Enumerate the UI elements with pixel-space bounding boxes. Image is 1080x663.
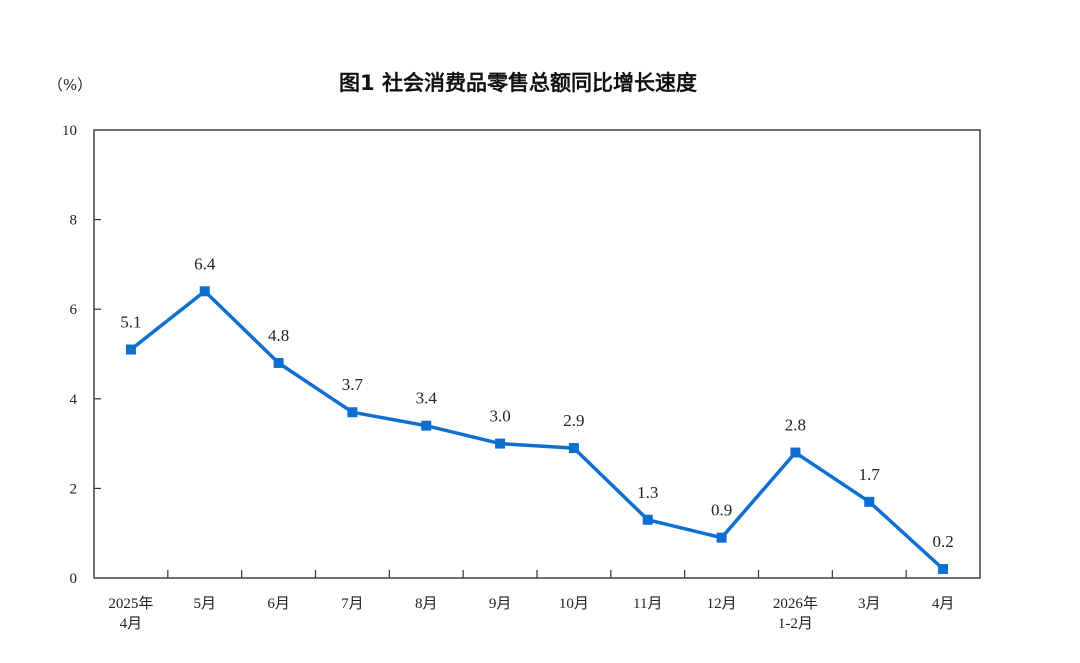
data-label: 3.0 (489, 407, 510, 426)
x-tick-label: 11月 (633, 596, 662, 612)
data-label: 0.9 (711, 501, 732, 520)
data-point-marker (938, 564, 949, 575)
data-label: 4.8 (268, 326, 289, 345)
data-label: 2.9 (563, 411, 584, 430)
x-tick-label: 7月 (341, 596, 364, 612)
data-point-marker (347, 407, 358, 418)
x-tick-label: 2026年 1-2月 (773, 595, 818, 632)
y-tick-label: 10 (62, 123, 77, 139)
data-label: 1.3 (637, 483, 658, 502)
data-label: 2.8 (785, 416, 806, 435)
data-labels-group: 5.1 6.4 4.8 3.7 3.4 3.0 2.9 1.3 0.9 2.8 1.7 0.2 (120, 254, 953, 551)
data-point-marker (568, 443, 579, 454)
data-point-marker (199, 286, 210, 297)
data-point-marker (421, 420, 432, 431)
x-tick-label: 12月 (707, 596, 737, 612)
data-label: 6.4 (194, 254, 216, 273)
x-tick-label: 4月 (932, 596, 955, 612)
data-point-marker (273, 357, 284, 368)
x-tick-label: 9月 (489, 596, 512, 612)
chart-title: 图1 社会消费品零售总额同比增长速度 (339, 71, 697, 95)
series-line-group (125, 286, 949, 575)
data-label: 3.4 (416, 389, 438, 408)
data-point-marker (642, 514, 653, 525)
x-axis: 2025年 4月 5月 6月 7月 8月 9月 10月 11月 12月 2026年 1-2月 3月 4月 (108, 570, 954, 632)
data-point-marker (716, 532, 727, 543)
y-tick-label: 4 (70, 392, 78, 408)
series-line (129, 289, 945, 571)
data-label: 3.7 (342, 375, 364, 394)
x-tick-label: 10月 (559, 596, 589, 612)
x-tick-label: 3月 (858, 596, 881, 612)
plot-area-frame (93, 129, 981, 579)
data-point-marker (790, 447, 801, 458)
data-point-marker (125, 344, 136, 355)
y-tick-label: 8 (70, 213, 78, 229)
x-tick-label: 8月 (415, 596, 438, 612)
y-tick-label: 0 (70, 571, 78, 587)
data-point-marker (864, 496, 875, 507)
x-tick-label: 6月 (267, 596, 290, 612)
data-label: 5.1 (120, 313, 141, 332)
data-label: 0.2 (932, 532, 953, 551)
x-tick-label: 5月 (193, 596, 216, 612)
data-point-marker (495, 438, 506, 449)
x-tick-label: 2025年 4月 (108, 595, 153, 632)
y-tick-label: 6 (70, 302, 78, 318)
y-tick-label: 2 (70, 481, 78, 497)
y-axis-unit-label: （%） (48, 76, 92, 94)
y-axis: 0 2 4 6 8 10 (62, 123, 101, 587)
data-label: 1.7 (859, 465, 881, 484)
